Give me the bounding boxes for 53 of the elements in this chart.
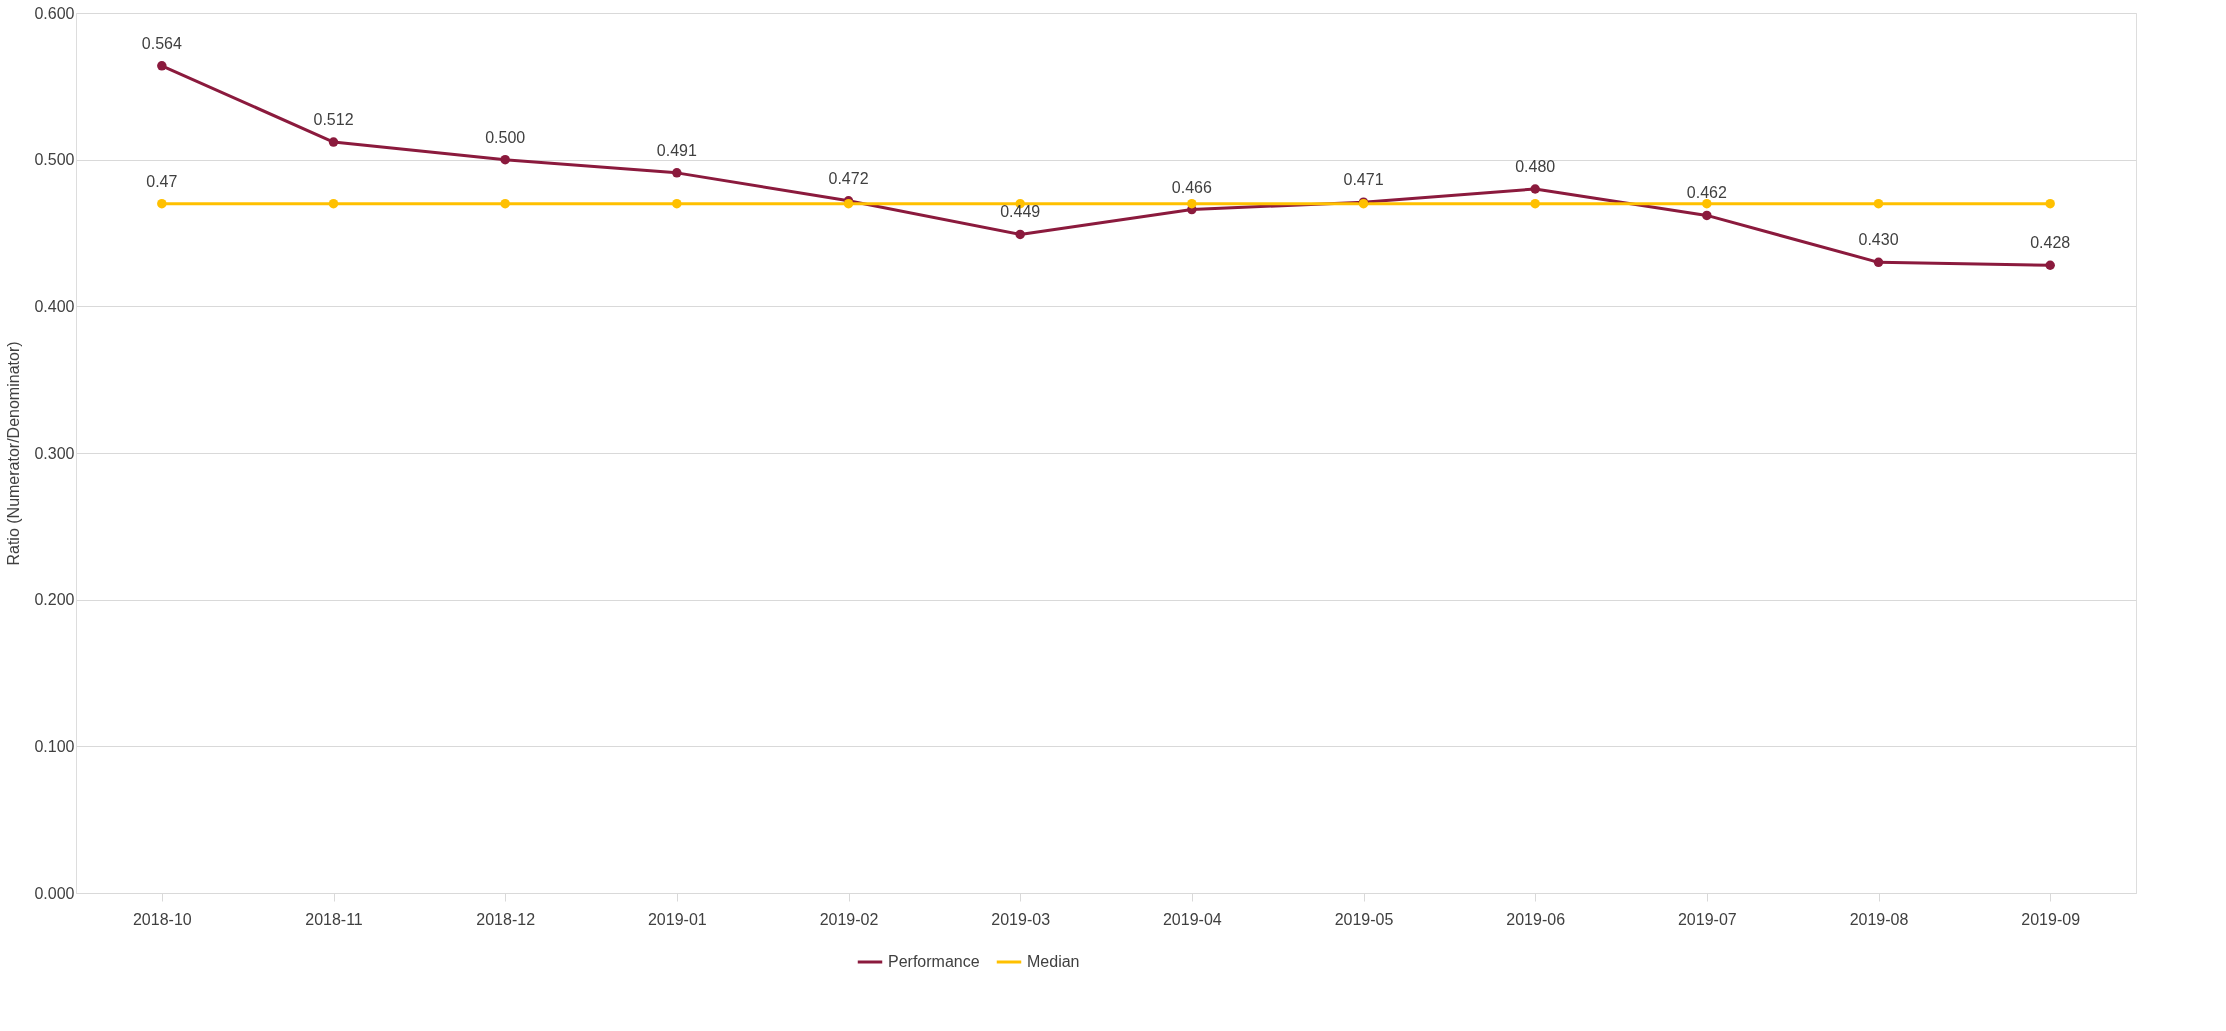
- point: [1702, 198, 1712, 209]
- x-tick-label: 2019-04: [1162, 910, 1222, 928]
- point: [500, 198, 510, 209]
- x-tick-label: 2019-05: [1334, 910, 1394, 928]
- x-tick-label: 2018-12: [476, 910, 536, 928]
- data-label: 0.480: [1515, 158, 1556, 175]
- x-tick-label: 2019-01: [647, 910, 707, 928]
- y-tick-label: 0.600: [34, 4, 75, 22]
- data-label: 0.471: [1343, 171, 1384, 189]
- data-label: 0.466: [1171, 178, 1212, 196]
- y-tick-label: 0.400: [34, 297, 75, 315]
- point: [328, 137, 339, 147]
- data-label: 0.428: [2030, 234, 2071, 252]
- point: [672, 198, 682, 209]
- data-label: 0.430: [1858, 231, 1899, 249]
- x-tick-label: 2019-02: [819, 910, 879, 928]
- point: [1873, 257, 1884, 268]
- y-tick-label: 0.200: [34, 591, 75, 609]
- data-label: 0.512: [313, 111, 354, 129]
- data-label: 0.47: [146, 172, 178, 190]
- x-tick-label: 2019-03: [991, 910, 1051, 928]
- legend-label: Median: [1027, 953, 1080, 970]
- data-label: 0.472: [828, 169, 869, 187]
- point: [1873, 198, 1884, 209]
- legend-label: Performance: [888, 953, 980, 970]
- y-axis-title: Ratio (Numerator/Denominator): [5, 341, 23, 566]
- point: [1702, 210, 1712, 221]
- point: [157, 198, 167, 209]
- point: [2045, 260, 2055, 270]
- x-tick-label: 2019-08: [1849, 910, 1909, 928]
- y-tick-label: 0.000: [34, 884, 75, 902]
- data-label: 0.491: [656, 141, 697, 159]
- y-tick-label: 0.100: [34, 737, 75, 755]
- point: [2045, 198, 2055, 209]
- point: [672, 168, 682, 178]
- data-label: 0.500: [485, 128, 526, 146]
- point: [1187, 198, 1197, 209]
- point: [500, 154, 510, 165]
- data-label: 0.449: [1000, 203, 1041, 221]
- point: [1530, 184, 1540, 194]
- point: [328, 198, 339, 209]
- data-label: 0.564: [141, 34, 182, 52]
- data-label: 0.462: [1686, 184, 1727, 202]
- point: [157, 61, 167, 71]
- y-tick-label: 0.500: [34, 151, 75, 169]
- x-tick-label: 2019-06: [1506, 910, 1566, 928]
- x-tick-label: 2019-07: [1677, 910, 1737, 928]
- y-tick-label: 0.300: [34, 444, 75, 462]
- point: [1015, 229, 1025, 240]
- x-tick-label: 2018-10: [132, 910, 192, 928]
- x-tick-label: 2019-09: [2021, 910, 2081, 928]
- x-tick-label: 2018-11: [305, 910, 363, 928]
- point: [1530, 198, 1540, 209]
